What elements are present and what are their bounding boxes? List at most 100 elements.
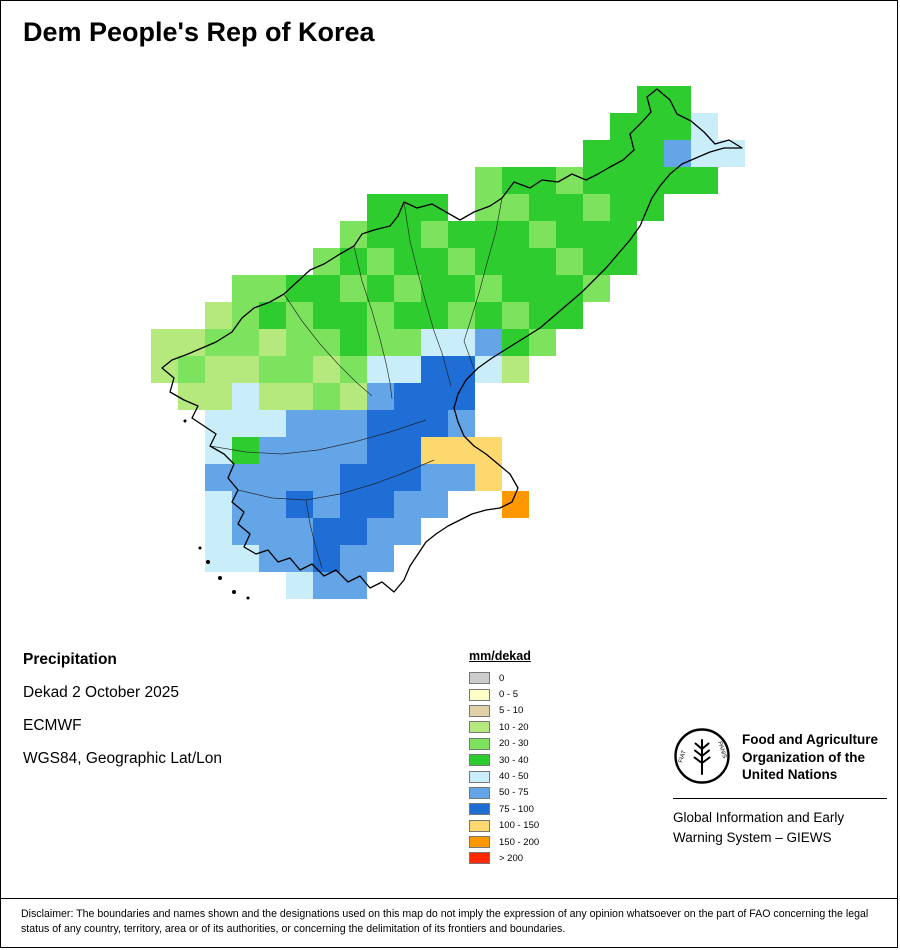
precip-cell [610,113,637,140]
precip-cell [340,275,367,302]
precip-cell [205,491,232,518]
legend-label: 50 - 75 [499,787,529,799]
island-dot [198,546,202,550]
legend-label: 20 - 30 [499,738,529,750]
precip-cell [421,410,448,437]
fao-logo-row: FIAT PANIS Food and Agriculture Organiza… [673,727,889,785]
precip-cell [340,410,367,437]
precip-cell [313,302,340,329]
legend-entry: 150 - 200 [469,834,539,850]
legend-label: 150 - 200 [499,836,540,848]
province-border [283,293,373,397]
fao-motto-left: FIAT [678,750,688,764]
precip-cell [448,356,475,383]
island-dot [218,576,222,580]
precip-cell [556,302,583,329]
precip-cell [232,518,259,545]
precip-cell [259,275,286,302]
precip-cell [259,545,286,572]
precip-cell [367,275,394,302]
province-borders [209,197,503,569]
precip-cell [664,86,691,113]
precip-cell [529,194,556,221]
precip-cell [286,491,313,518]
precip-cell [529,329,556,356]
precip-cell [529,302,556,329]
precip-cell [259,410,286,437]
precip-cell [502,194,529,221]
precip-cell [313,248,340,275]
country-outline [161,88,743,593]
precip-cell [367,545,394,572]
info-projection: WGS84, Geographic Lat/Lon [23,750,223,767]
precip-cell [475,437,502,464]
precip-cell [421,437,448,464]
fao-divider [673,798,887,799]
precip-cell [286,356,313,383]
precip-cell [556,194,583,221]
precip-cell [502,275,529,302]
wheat-icon [693,739,711,775]
page-title: Dem People's Rep of Korea [23,17,375,47]
precip-cell [313,437,340,464]
precip-cell [394,302,421,329]
legend-list: 0 0 - 5 5 - 10 10 - 20 20 - 30 30 - 40 40 - 50… [469,670,539,867]
legend-swatch [469,836,490,849]
precip-cell [286,437,313,464]
precip-cell [340,383,367,410]
precip-cell [664,167,691,194]
precip-cell [340,545,367,572]
legend-entry: 20 - 30 [469,736,539,752]
precip-cell [259,464,286,491]
precip-cell [340,356,367,383]
precip-cell [313,545,340,572]
legend-swatch [469,721,490,734]
precip-cell [448,248,475,275]
precip-cell [421,302,448,329]
precip-cell [448,275,475,302]
precip-cell [232,545,259,572]
precip-cell [259,437,286,464]
precip-cell [421,248,448,275]
precip-cell [556,248,583,275]
precip-cell [529,248,556,275]
precip-cell [448,464,475,491]
precip-cell [286,410,313,437]
legend-entry: 0 - 5 [469,686,539,702]
precip-cell [340,329,367,356]
precip-cell [340,437,367,464]
precip-cell [232,464,259,491]
fao-motto-right: PANIS [716,741,727,760]
giews-label: Global Information and Early Warning Sys… [673,810,845,845]
precip-cell [556,275,583,302]
precip-cell [367,410,394,437]
precip-cell [286,464,313,491]
precip-cell [205,410,232,437]
precip-cell [178,329,205,356]
precip-cell [502,302,529,329]
precip-cell [610,167,637,194]
precip-cell [367,437,394,464]
precip-cell [502,167,529,194]
legend-entry: 5 - 10 [469,703,539,719]
precip-cell [259,302,286,329]
precip-cell [610,221,637,248]
legend-entry: 40 - 50 [469,768,539,784]
legend-label: 30 - 40 [499,754,529,766]
precip-cell [340,302,367,329]
precip-cell [259,329,286,356]
map-info: Precipitation Dekad 2 October 2025 ECMWF… [23,651,222,783]
province-border [305,499,323,569]
legend-swatch [469,803,490,816]
precip-cell [475,248,502,275]
legend-swatch [469,688,490,701]
precip-cell [421,221,448,248]
precip-cell [367,194,394,221]
precip-cell [691,113,718,140]
precip-cell [583,194,610,221]
precip-cell [475,302,502,329]
precip-cell [394,356,421,383]
province-border [209,419,427,455]
precip-cell [232,275,259,302]
legend-label: 5 - 10 [499,705,524,717]
